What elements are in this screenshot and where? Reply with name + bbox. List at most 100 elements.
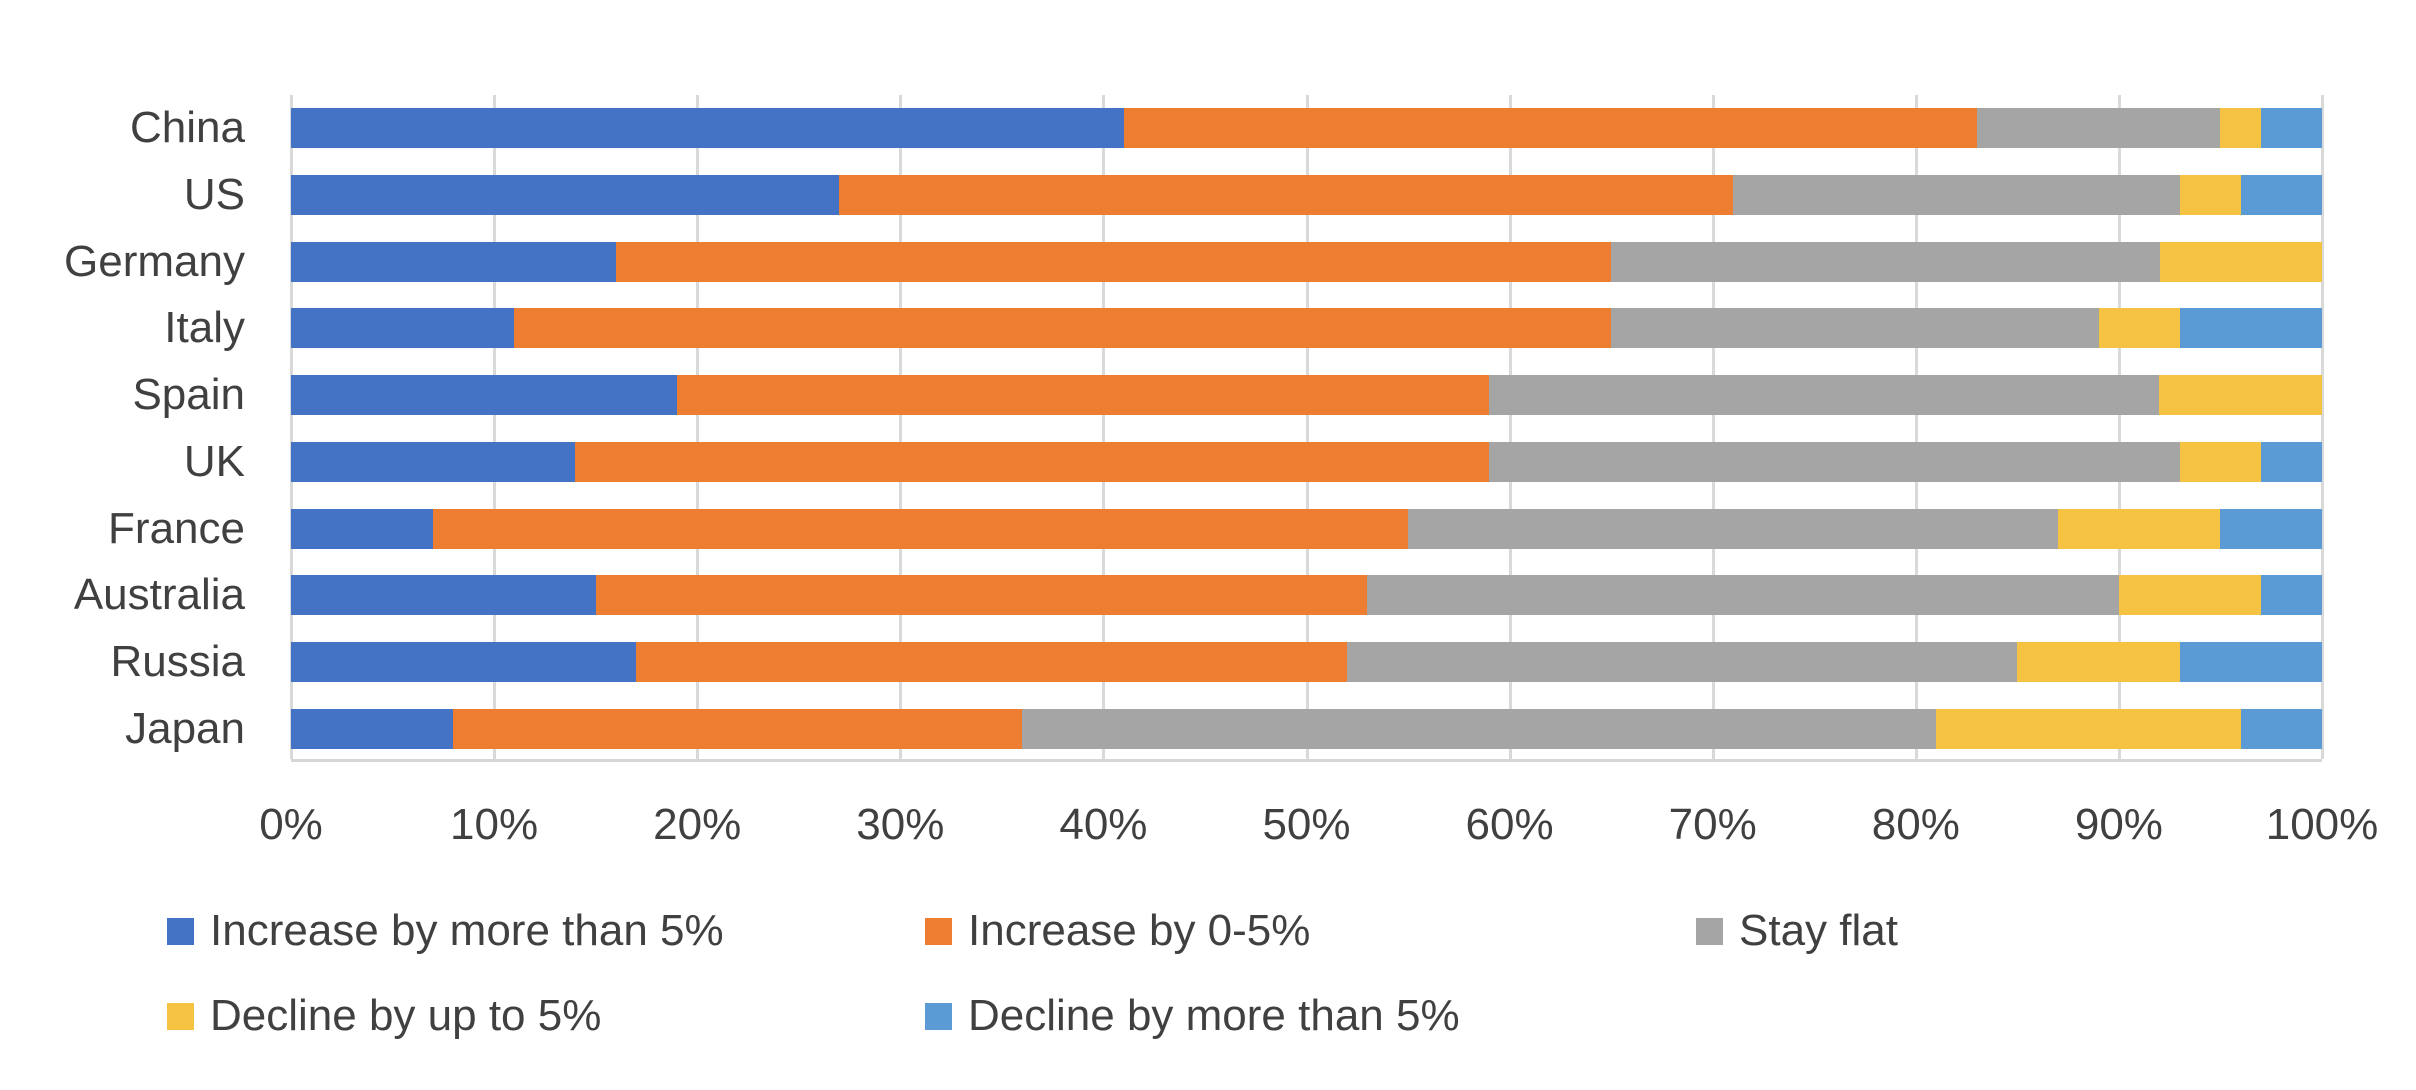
chart-row-germany: Germany — [0, 228, 2322, 295]
bar-segment-stay-flat — [1489, 375, 2160, 416]
category-label-germany: Germany — [64, 236, 245, 286]
bar-segment-decline-by-up-to-5 — [1936, 708, 2241, 749]
stacked-bar-italy — [291, 308, 2322, 349]
legend-item-decline-by-up-to-5: Decline by up to 5% — [167, 990, 601, 1042]
stacked-bar-us — [291, 175, 2322, 216]
gridline-80% — [1914, 95, 1918, 759]
chart-row-us: US — [0, 162, 2322, 229]
bar-segment-decline-by-up-to-5 — [2098, 308, 2180, 349]
stacked-bar-germany — [291, 241, 2322, 282]
bar-segment-increase-by-more-than-5 — [291, 508, 434, 549]
category-label-us: US — [183, 170, 245, 220]
legend-swatch-icon — [925, 917, 952, 945]
bar-segment-decline-by-more-than-5 — [2261, 108, 2322, 149]
bar-segment-stay-flat — [1611, 308, 2099, 349]
gridline-10% — [493, 95, 497, 759]
legend-item-stay-flat: Stay flat — [1696, 905, 1898, 957]
category-label-australia: Australia — [73, 570, 245, 620]
stacked-bar-japan — [291, 708, 2322, 749]
bar-segment-increase-by-0-5 — [575, 441, 1490, 482]
stacked-bar-australia — [291, 575, 2322, 616]
x-tick-80%: 80% — [1871, 800, 1960, 849]
chart-row-spain: Spain — [0, 362, 2322, 429]
stacked-bar-russia — [291, 641, 2322, 682]
bar-segment-decline-by-more-than-5 — [2261, 575, 2322, 616]
x-tick-20%: 20% — [653, 800, 742, 849]
bar-segment-decline-by-more-than-5 — [2179, 641, 2322, 682]
legend-label-decline-by-up-to-5: Decline by up to 5% — [210, 991, 602, 1040]
bar-segment-stay-flat — [1611, 241, 2160, 282]
legend-swatch-icon — [1696, 917, 1723, 945]
bar-segment-decline-by-more-than-5 — [2261, 441, 2322, 482]
bar-segment-increase-by-0-5 — [615, 241, 1612, 282]
legend: Increase by more than 5% Increase by 0-5%… — [167, 905, 2267, 1065]
legend-label-stay-flat: Stay flat — [1739, 906, 1898, 955]
bar-segment-increase-by-more-than-5 — [291, 575, 596, 616]
chart-row-russia: Russia — [0, 629, 2322, 696]
legend-label-increase-by-0-5: Increase by 0-5% — [968, 906, 1311, 955]
stacked-bar-spain — [291, 375, 2322, 416]
stacked-bar-china — [291, 108, 2322, 149]
chart-row-france: France — [0, 495, 2322, 562]
bar-segment-stay-flat — [1367, 575, 2119, 616]
gridline-100% — [2321, 95, 2324, 759]
x-tick-100%: 100% — [2265, 800, 2379, 849]
chart-row-uk: UK — [0, 429, 2322, 496]
plot-area: China US Germany Italy Spain UK France Australi… — [0, 95, 2324, 762]
legend-swatch-icon — [167, 917, 194, 945]
bar-segment-increase-by-more-than-5 — [291, 641, 637, 682]
bar-segment-decline-by-up-to-5 — [2159, 375, 2322, 416]
legend-label-decline-by-more-than-5: Decline by more than 5% — [968, 991, 1460, 1040]
bar-segment-decline-by-up-to-5 — [2179, 175, 2241, 216]
gridline-60% — [1508, 95, 1512, 759]
category-label-japan: Japan — [125, 703, 245, 753]
category-label-china: China — [130, 103, 245, 153]
category-label-russia: Russia — [110, 636, 246, 686]
bar-segment-increase-by-0-5 — [1123, 108, 1977, 149]
bar-segment-stay-flat — [1732, 175, 2180, 216]
bar-segment-increase-by-0-5 — [595, 575, 1368, 616]
category-label-italy: Italy — [164, 303, 245, 353]
category-label-france: France — [108, 503, 245, 553]
category-label-uk: UK — [183, 436, 245, 486]
legend-item-increase-by-0-5: Increase by 0-5% — [925, 905, 1310, 957]
bar-segment-decline-by-more-than-5 — [2240, 175, 2322, 216]
gridline-70% — [1711, 95, 1715, 759]
bar-segment-decline-by-more-than-5 — [2220, 508, 2322, 549]
chart-row-china: China — [0, 95, 2322, 162]
stacked-bar-france — [291, 508, 2322, 549]
legend-label-increase-by-more-than-5: Increase by more than 5% — [210, 906, 724, 955]
x-tick-40%: 40% — [1059, 800, 1148, 849]
bar-segment-increase-by-0-5 — [839, 175, 1733, 216]
bar-segment-increase-by-more-than-5 — [291, 375, 677, 416]
bar-segment-decline-by-up-to-5 — [2017, 641, 2180, 682]
bar-segment-decline-by-up-to-5 — [2179, 441, 2262, 482]
bar-segment-increase-by-0-5 — [433, 508, 1409, 549]
bar-segment-stay-flat — [1408, 508, 2058, 549]
bar-segment-decline-by-up-to-5 — [2159, 241, 2322, 282]
gridline-90% — [2117, 95, 2121, 759]
bar-segment-decline-by-up-to-5 — [2057, 508, 2221, 549]
x-tick-50%: 50% — [1262, 800, 1351, 849]
gridlines — [290, 95, 2324, 762]
bar-segment-increase-by-0-5 — [676, 375, 1490, 416]
bar-segment-increase-by-more-than-5 — [291, 175, 840, 216]
legend-item-increase-by-more-than-5: Increase by more than 5% — [167, 905, 724, 957]
legend-item-decline-by-more-than-5: Decline by more than 5% — [925, 990, 1460, 1042]
bar-segment-stay-flat — [1976, 108, 2221, 149]
chart-row-australia: Australia — [0, 562, 2322, 629]
bar-segment-increase-by-more-than-5 — [291, 708, 454, 749]
x-tick-10%: 10% — [450, 800, 539, 849]
legend-swatch-icon — [925, 1002, 952, 1030]
gridline-0% — [290, 95, 293, 759]
x-tick-30%: 30% — [856, 800, 945, 849]
bar-segment-stay-flat — [1489, 441, 2180, 482]
chart-row-italy: Italy — [0, 295, 2322, 362]
legend-swatch-icon — [167, 1002, 194, 1030]
bar-segment-increase-by-0-5 — [514, 308, 1612, 349]
x-tick-0%: 0% — [259, 800, 323, 849]
bar-segment-stay-flat — [1022, 708, 1937, 749]
x-tick-60%: 60% — [1465, 800, 1554, 849]
chart-row-japan: Japan — [0, 695, 2322, 762]
